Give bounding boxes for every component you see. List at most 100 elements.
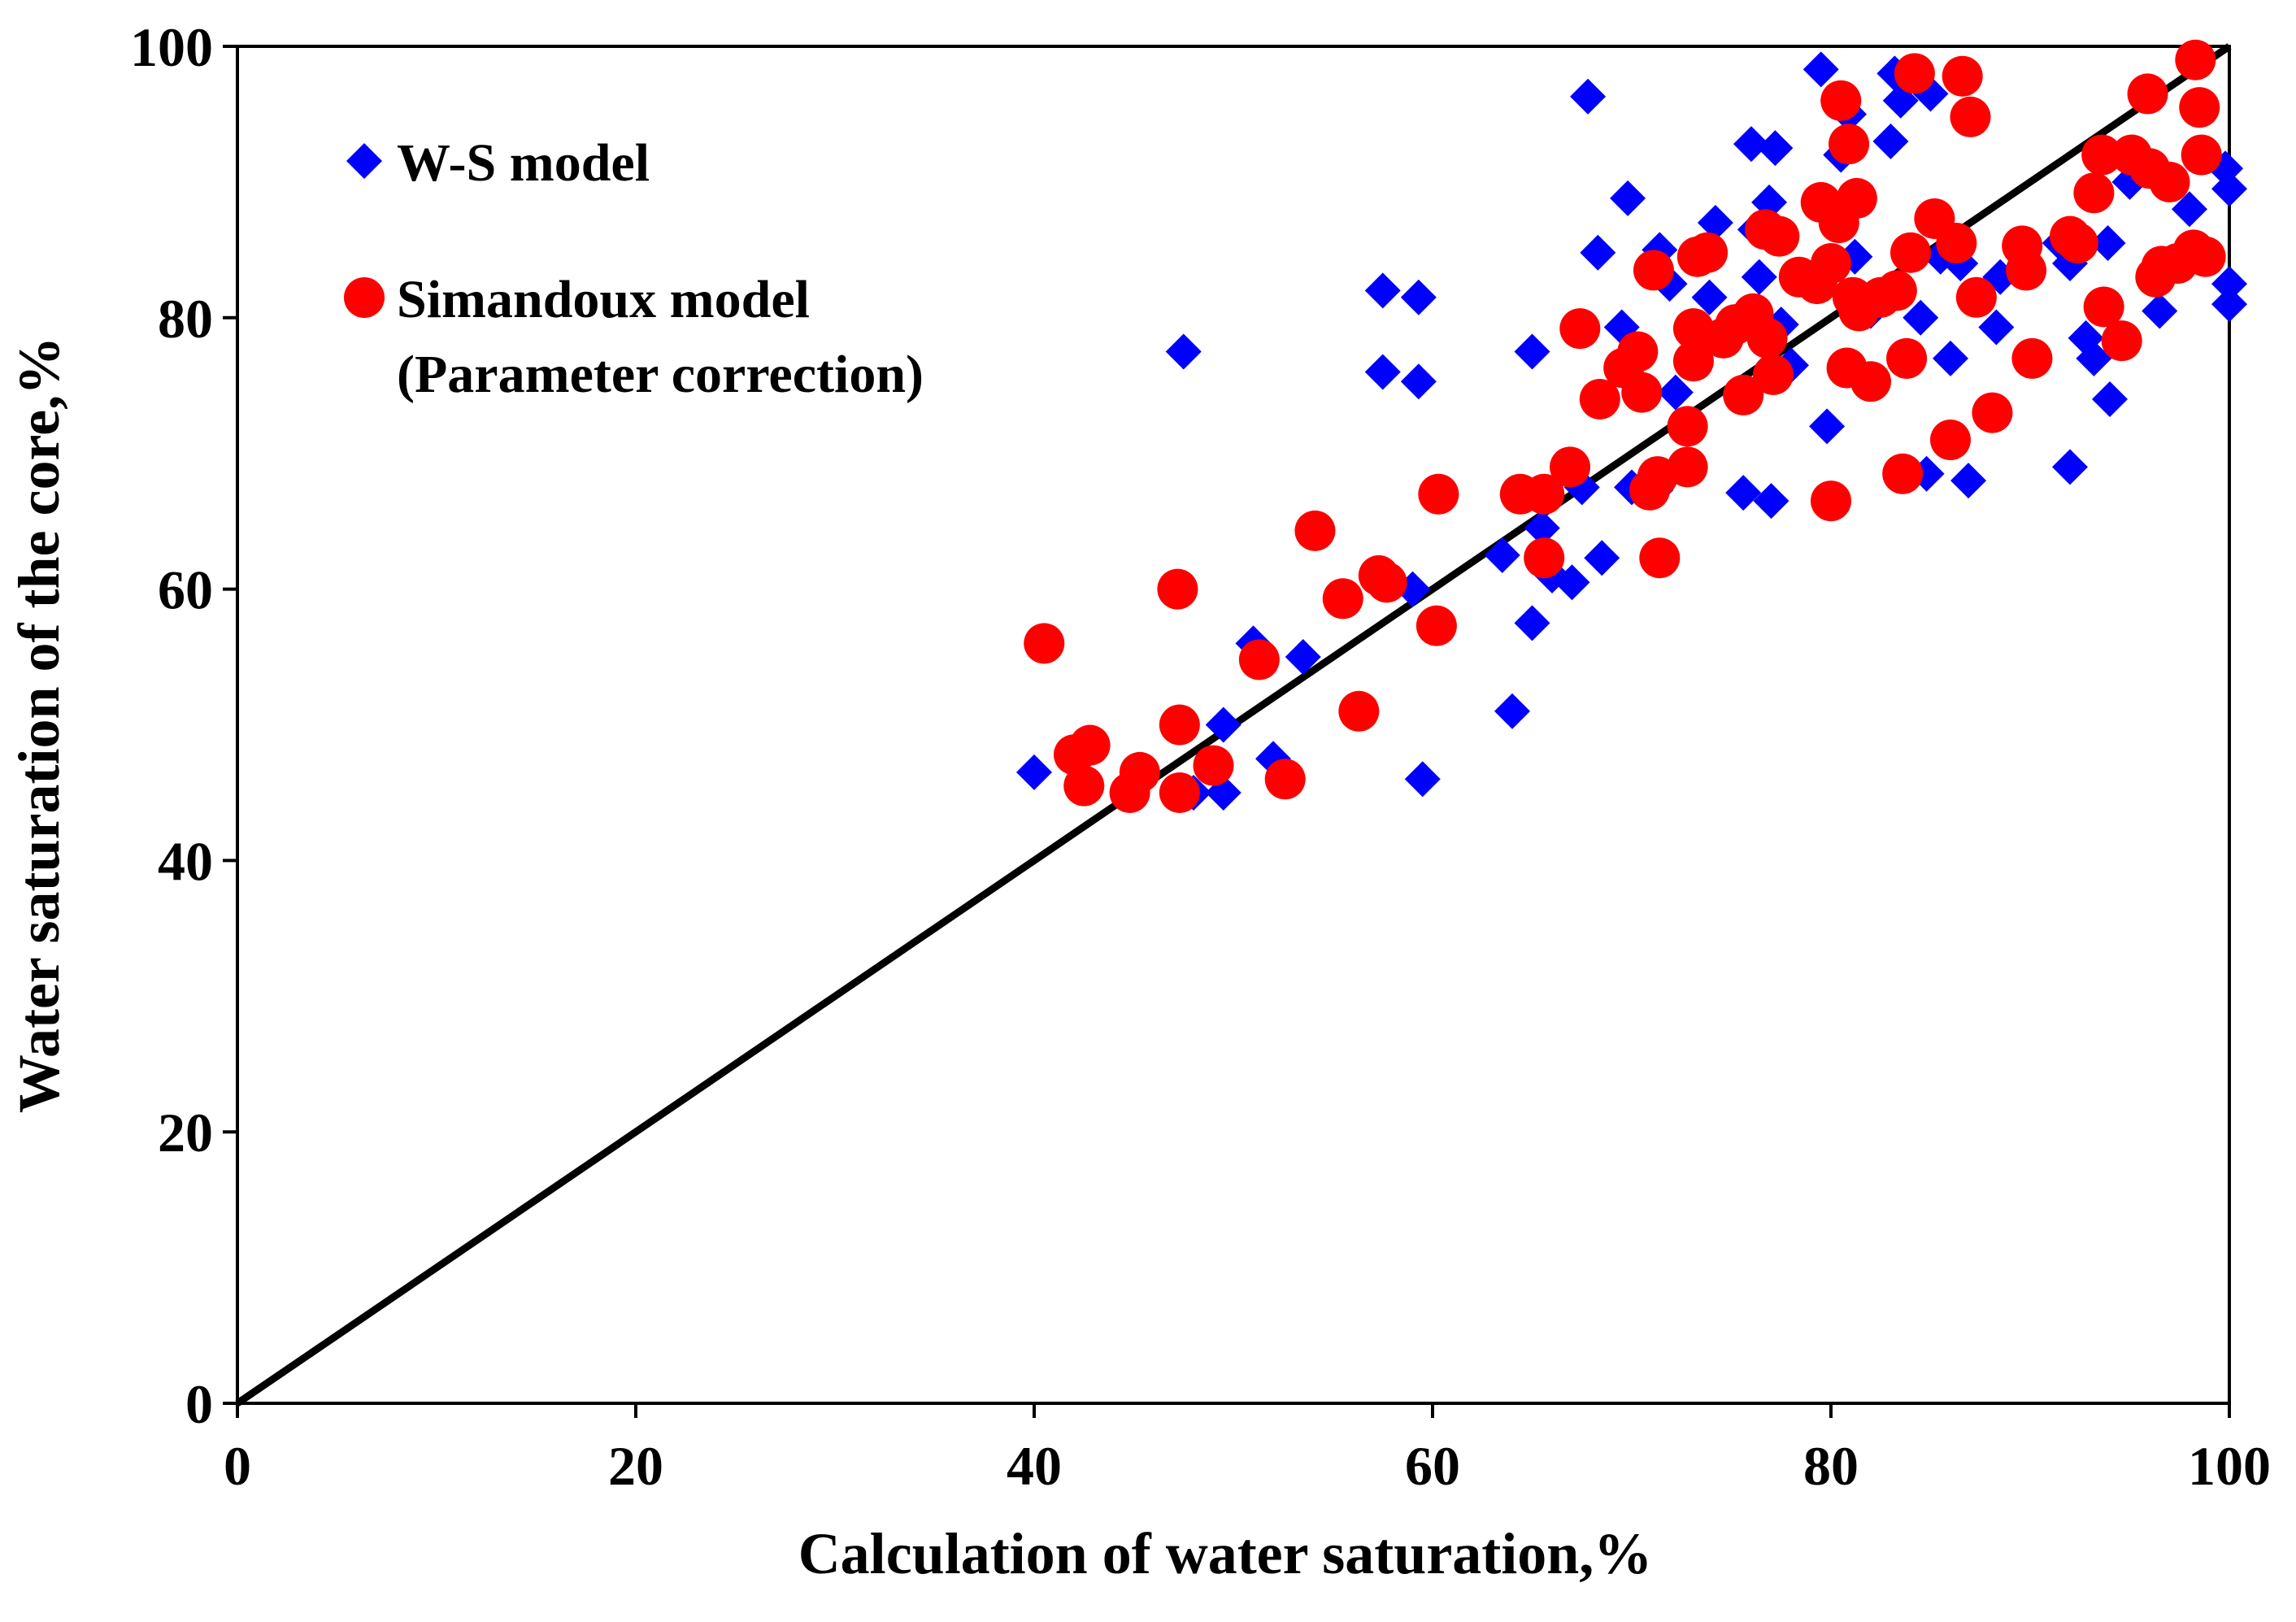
simandoux-point xyxy=(1193,745,1234,786)
simandoux-point xyxy=(1366,562,1407,603)
ws-point xyxy=(1514,605,1550,641)
ws-point xyxy=(1933,340,1968,376)
axes-group: 0 20 40 60 80 100 0 20 40 60 80 100 Calculation of w… xyxy=(7,16,2271,1586)
simandoux-point xyxy=(2083,286,2124,328)
ws-point xyxy=(1697,204,1733,241)
simandoux-point xyxy=(2081,134,2123,176)
ws-point xyxy=(1554,564,1590,601)
simandoux-point xyxy=(2101,320,2142,362)
simandoux-point xyxy=(1063,765,1105,807)
ws-point xyxy=(1205,707,1241,743)
y-tick-label: 20 xyxy=(158,1102,213,1163)
simandoux-point xyxy=(1418,473,1459,515)
ws-point xyxy=(1364,272,1401,309)
data-series-group xyxy=(1016,39,2247,813)
simandoux-point xyxy=(1752,354,1794,395)
x-tick-label: 80 xyxy=(1803,1435,1859,1497)
simandoux-point xyxy=(1338,690,1380,732)
simandoux-point xyxy=(1829,124,1870,165)
ws-point xyxy=(2211,266,2247,302)
ws-point xyxy=(2092,380,2128,417)
simandoux-point xyxy=(1415,605,1457,646)
legend-simandoux-label-line2: (Parameter correction) xyxy=(397,345,924,404)
simandoux-point xyxy=(1811,481,1851,522)
simandoux-point xyxy=(1811,243,1851,285)
ws-point xyxy=(1580,234,1616,271)
x-tick-label: 60 xyxy=(1405,1435,1460,1497)
simandoux-point xyxy=(1886,337,1928,379)
simandoux-point xyxy=(2011,337,2053,379)
ws-point xyxy=(1610,180,1646,216)
ws-point xyxy=(1016,754,1052,790)
simandoux-point xyxy=(2181,134,2222,176)
y-tick-label: 100 xyxy=(130,16,213,78)
ws-point xyxy=(1733,126,1769,163)
ws-point xyxy=(1494,693,1530,729)
ws-point xyxy=(1872,123,1909,159)
simandoux-point xyxy=(2175,39,2216,80)
simandoux-point xyxy=(1950,96,1991,137)
y-tick-label: 80 xyxy=(158,288,213,350)
simandoux-point xyxy=(1759,215,1800,257)
simandoux-point xyxy=(1559,308,1601,350)
simandoux-point xyxy=(1159,704,1200,746)
ws-point xyxy=(1364,354,1401,390)
simandoux-point xyxy=(1667,406,1708,447)
simandoux-point xyxy=(1930,420,1971,461)
ws-point xyxy=(1514,333,1550,370)
y-tick-label: 0 xyxy=(185,1373,213,1435)
ws-point xyxy=(2076,340,2112,376)
simandoux-point xyxy=(1119,751,1160,793)
legend-ws-marker xyxy=(346,143,382,179)
ws-point xyxy=(1285,639,1321,676)
ws-point xyxy=(1902,299,1939,336)
x-tick-label: 0 xyxy=(224,1435,251,1497)
ws-point xyxy=(2211,171,2247,207)
simandoux-point xyxy=(1617,331,1659,372)
plot-frame xyxy=(236,45,2231,1405)
simandoux-point xyxy=(2006,250,2047,291)
simandoux-point xyxy=(1894,53,1935,94)
ws-point xyxy=(1484,537,1520,573)
legend: W-S model Simandoux model (Parameter corre… xyxy=(344,133,924,404)
simandoux-point xyxy=(2185,236,2226,277)
simandoux-point xyxy=(1746,317,1788,359)
legend-simandoux-marker xyxy=(344,277,385,318)
simandoux-point xyxy=(1294,510,1336,551)
simandoux-point xyxy=(1524,537,1565,579)
ws-point xyxy=(1570,78,1607,115)
simandoux-point xyxy=(1159,772,1200,813)
ws-point xyxy=(2142,293,2178,329)
simandoux-point xyxy=(1550,446,1591,488)
ws-point xyxy=(1757,130,1794,167)
simandoux-point xyxy=(1621,372,1663,413)
ws-point xyxy=(2172,191,2207,228)
simandoux-point xyxy=(1820,80,1862,121)
ws-point xyxy=(1753,483,1789,520)
simandoux-point xyxy=(1972,392,2013,433)
ws-point xyxy=(1400,363,1437,400)
ws-point xyxy=(1165,333,1202,370)
simandoux-point xyxy=(1024,623,1065,664)
simandoux-point xyxy=(1238,639,1280,681)
simandoux-point xyxy=(1264,759,1306,800)
ws-point xyxy=(1950,463,1987,499)
simandoux-point xyxy=(1672,341,1714,382)
ws-point xyxy=(1809,408,1846,445)
x-axis-title: Calculation of water saturation,% xyxy=(798,1521,1653,1586)
y-tick-label: 40 xyxy=(158,830,213,892)
ws-point xyxy=(1657,374,1694,411)
ws-point xyxy=(1691,279,1728,315)
ws-point xyxy=(1584,540,1620,576)
simandoux-point xyxy=(2073,172,2115,214)
simandoux-point xyxy=(1524,473,1565,515)
x-tick-label: 40 xyxy=(1007,1435,1062,1497)
legend-ws-label: W-S model xyxy=(397,133,650,193)
ws-point xyxy=(1978,309,2015,346)
simandoux-point xyxy=(1942,55,1983,97)
ws-point xyxy=(1802,51,1839,88)
ws-point xyxy=(1725,475,1762,511)
simandoux-point xyxy=(1876,270,1917,311)
